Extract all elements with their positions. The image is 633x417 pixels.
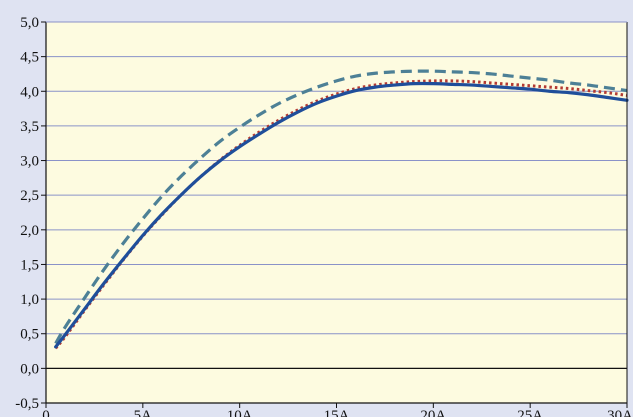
y-tick-label: 1,5	[20, 257, 39, 273]
y-tick-label: 0,0	[20, 361, 39, 377]
y-tick-label: 2,0	[20, 223, 39, 239]
y-tick-label: 4,5	[20, 50, 39, 66]
x-tick-label: 30A	[607, 408, 633, 417]
series-layer	[54, 69, 629, 350]
x-tick-label: 10A	[227, 408, 253, 417]
x-tick-label: 15A	[324, 408, 350, 417]
y-tick-label: 4,0	[20, 84, 39, 100]
x-tick-label: 0	[42, 408, 50, 417]
y-tick-label: 3,5	[20, 119, 39, 135]
plot-area	[46, 22, 627, 403]
x-tick-label: 20A	[420, 408, 446, 417]
y-tick-label: 3,0	[20, 154, 39, 170]
y-tick-label: 1,0	[20, 292, 39, 308]
axes	[41, 21, 628, 408]
y-tick-label: 0,5	[20, 327, 39, 343]
series-line-dotted	[54, 79, 628, 350]
y-tick-label: 5,0	[20, 15, 39, 31]
x-tick-labels: 0 5A 10A 15A 20A 25A 30A	[42, 408, 633, 417]
y-tick-label: -0,5	[15, 396, 39, 412]
y-tick-labels: -0,5 0,0 0,5 1,0 1,5 2,0 2,5 3,0 3,5 4,0 4,5 5,0	[15, 15, 39, 412]
x-tick-label: 5A	[134, 408, 153, 417]
x-tick-label: 25A	[517, 408, 543, 417]
series-line-solid	[54, 81, 629, 349]
series-line-dashed	[54, 69, 628, 345]
y-tick-label: 2,5	[20, 188, 39, 204]
